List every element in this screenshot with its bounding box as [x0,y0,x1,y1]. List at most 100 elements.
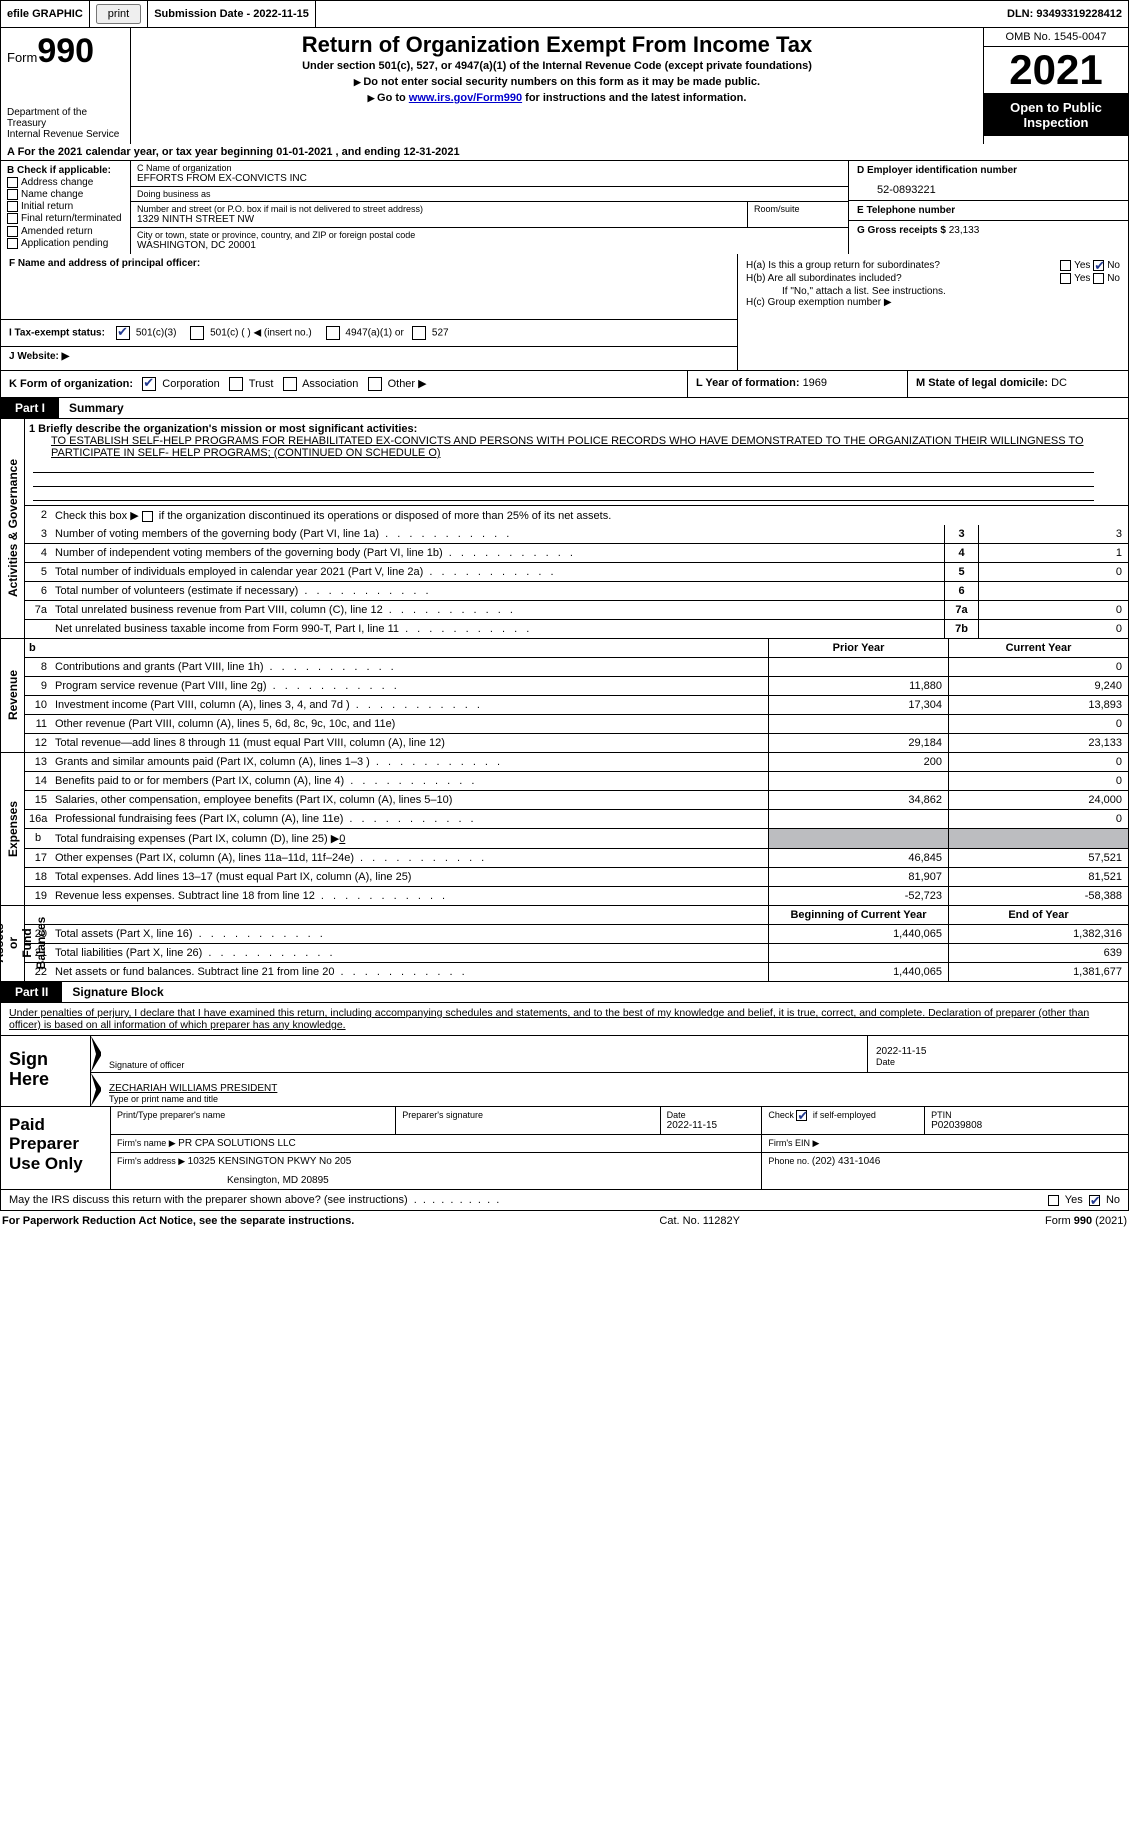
form-header: Form990 Department of the Treasury Inter… [0,28,1129,144]
line-9: Program service revenue (Part VIII, line… [51,677,768,695]
h-group: H(a) Is this a group return for subordin… [738,254,1128,370]
section-net-assets: Net Assets or Fund Balances Beginning of… [0,906,1129,982]
foot-mid: Cat. No. 11282Y [659,1215,740,1227]
j-website: J Website: ▶ [9,351,69,362]
header-mid: Return of Organization Exempt From Incom… [131,28,983,144]
cb-address-change[interactable]: Address change [7,177,124,188]
line-20: Total assets (Part X, line 16) [51,925,768,943]
line-4: Number of independent voting members of … [51,544,944,562]
d-gross: G Gross receipts $ 23,133 [849,221,1128,240]
submission-date: Submission Date - 2022-11-15 [148,1,316,27]
department: Department of the Treasury Internal Reve… [7,107,124,140]
cb-ha-yes[interactable] [1060,260,1071,271]
irs-link[interactable]: www.irs.gov/Form990 [409,92,522,104]
cb-name-change[interactable]: Name change [7,189,124,200]
block-d: D Employer identification number 52-0893… [848,161,1128,254]
c-name: C Name of organization EFFORTS FROM EX-C… [131,161,848,187]
b-label: B Check if applicable: [7,165,124,176]
cb-initial-return[interactable]: Initial return [7,201,124,212]
part1-title: Summary [59,398,134,418]
f-officer: F Name and address of principal officer:… [1,254,738,370]
header-right: OMB No. 1545-0047 2021 Open to Public In… [983,28,1128,144]
line-22: Net assets or fund balances. Subtract li… [51,963,768,981]
cb-527[interactable] [412,326,426,340]
i-label: I Tax-exempt status: [9,327,105,338]
d-tel: E Telephone number [849,201,1128,221]
sig-name-line: ZECHARIAH WILLIAMS PRESIDENT Type or pri… [101,1073,1128,1106]
efile-label: efile GRAPHIC [1,1,90,27]
sig-declaration: Under penalties of perjury, I declare th… [1,1003,1128,1035]
omb-number: OMB No. 1545-0047 [984,28,1128,47]
top-bar: efile GRAPHIC print Submission Date - 20… [0,0,1129,28]
cb-trust[interactable] [229,377,243,391]
cb-hb-no[interactable] [1093,273,1104,284]
line-10: Investment income (Part VIII, column (A)… [51,696,768,714]
row-a-calendar: A For the 2021 calendar year, or tax yea… [0,144,1129,161]
cb-may-yes[interactable] [1048,1195,1059,1206]
sig-officer-line: Signature of officer [101,1036,868,1073]
block-bcd: B Check if applicable: Address change Na… [0,161,1129,254]
vlabel-revenue: Revenue [1,639,25,752]
line-18: Total expenses. Add lines 13–17 (must eq… [51,868,768,886]
cb-line2[interactable] [142,511,153,522]
cb-final-return[interactable]: Final return/terminated [7,213,124,224]
block-b: B Check if applicable: Address change Na… [1,161,131,254]
part2-tab: Part II [1,982,62,1002]
prep-label: Paid Preparer Use Only [1,1107,111,1189]
line-2-desc: Check this box ▶ if the organization dis… [51,506,1128,525]
cb-ha-no[interactable] [1093,260,1104,271]
section-expenses: Expenses 13Grants and similar amounts pa… [0,753,1129,906]
c-dba: Doing business as [131,187,848,202]
line-11: Other revenue (Part VIII, column (A), li… [51,715,768,733]
line-3: Number of voting members of the governin… [51,525,944,543]
h-note: If "No," attach a list. See instructions… [746,286,1120,297]
l-year: L Year of formation: 1969 [688,371,908,397]
row-klm: K Form of organization: Corporation Trus… [0,371,1129,398]
part2-title: Signature Block [62,982,173,1002]
sign-here-label: Sign Here [1,1036,91,1106]
vlabel-net-assets: Net Assets or Fund Balances [1,906,25,981]
vlabel-activities: Activities & Governance [1,419,25,638]
foot-right: Form 990 (2021) [1045,1215,1127,1227]
line-1-mission: 1 Briefly describe the organization's mi… [25,419,1128,505]
line-12: Total revenue—add lines 8 through 11 (mu… [51,734,768,752]
form-subtitle: Under section 501(c), 527, or 4947(a)(1)… [137,60,977,72]
form-title: Return of Organization Exempt From Incom… [137,32,977,58]
note-link: Go to www.irs.gov/Form990 for instructio… [137,92,977,104]
line-15: Salaries, other compensation, employee b… [51,791,768,809]
line-7a: Total unrelated business revenue from Pa… [51,601,944,619]
section-revenue: Revenue bPrior YearCurrent Year 8Contrib… [0,639,1129,753]
line-16b: Total fundraising expenses (Part IX, col… [51,829,768,848]
cb-application-pending[interactable]: Application pending [7,238,124,249]
cb-other[interactable] [368,377,382,391]
block-c: C Name of organization EFFORTS FROM EX-C… [131,161,848,254]
part1-tab: Part I [1,398,59,418]
c-city: City or town, state or province, country… [131,228,848,253]
cb-amended-return[interactable]: Amended return [7,226,124,237]
cb-501c[interactable] [190,326,204,340]
row-fh: F Name and address of principal officer:… [0,254,1129,371]
line-5: Total number of individuals employed in … [51,563,944,581]
cb-4947[interactable] [326,326,340,340]
k-form-org: K Form of organization: Corporation Trus… [1,371,688,397]
line-13: Grants and similar amounts paid (Part IX… [51,753,768,771]
hc-group-num: H(c) Group exemption number ▶ [746,297,1120,308]
cb-hb-yes[interactable] [1060,273,1071,284]
cb-assoc[interactable] [283,377,297,391]
sig-date: 2022-11-15 Date [868,1036,1128,1073]
d-ein: D Employer identification number 52-0893… [849,161,1128,201]
line-14: Benefits paid to or for members (Part IX… [51,772,768,790]
line-16a: Professional fundraising fees (Part IX, … [51,810,768,828]
page-footer: For Paperwork Reduction Act Notice, see … [0,1211,1129,1231]
line-21: Total liabilities (Part X, line 26) [51,944,768,962]
cb-corp[interactable] [142,377,156,391]
cb-may-no[interactable] [1089,1195,1100,1206]
vlabel-expenses: Expenses [1,753,25,905]
paid-preparer: Paid Preparer Use Only Print/Type prepar… [0,1107,1129,1190]
cb-501c3[interactable] [116,326,130,340]
part2-header: Part II Signature Block [0,982,1129,1003]
cb-self-employed[interactable] [796,1110,807,1121]
c-street-row: Number and street (or P.O. box if mail i… [131,202,848,228]
print-button[interactable]: print [96,4,141,24]
print-cell: print [90,1,148,27]
